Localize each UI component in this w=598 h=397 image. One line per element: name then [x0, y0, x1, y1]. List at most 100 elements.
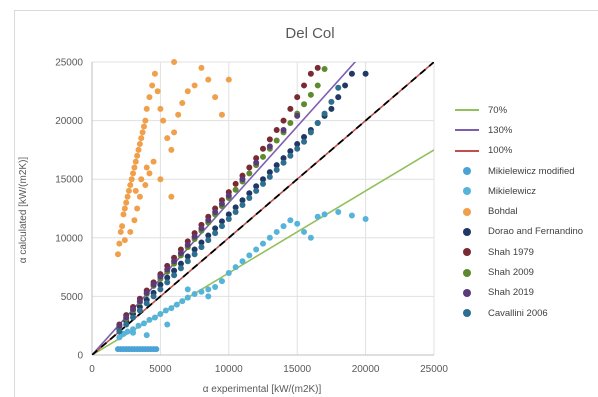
legend-item: Bohdal: [454, 201, 598, 221]
point-bohdal: [132, 187, 139, 194]
point-bohdal: [168, 146, 175, 153]
point-cavallini-2006: [225, 216, 232, 223]
y-tick-label: 25000: [55, 58, 83, 69]
point-shah-1979: [287, 105, 294, 112]
point-mikielewicz: [321, 211, 328, 218]
point-mikielewicz: [162, 307, 169, 314]
point-mikielewicz: [239, 258, 246, 265]
point-bohdal: [198, 64, 205, 71]
legend-marker-swatch: [454, 268, 480, 277]
legend-marker-swatch: [454, 309, 480, 318]
point-bohdal: [179, 100, 186, 107]
point-shah-2019: [280, 126, 287, 133]
x-tick-label: 5000: [149, 364, 172, 375]
legend-marker-swatch: [454, 167, 480, 176]
y-tick-label: 20000: [55, 116, 83, 127]
point-mikielewicz: [146, 316, 153, 323]
point-bohdal: [136, 193, 143, 200]
point-mikielewicz: [212, 284, 219, 291]
point-bohdal: [138, 135, 145, 142]
point-cavallini-2006: [177, 265, 184, 272]
point-mikielewicz: [280, 223, 287, 230]
y-tick-label: 5000: [61, 292, 84, 303]
legend-item: Shah 2019: [454, 283, 598, 303]
point-mikielewicz: [335, 209, 342, 216]
point-bohdal: [212, 94, 219, 101]
point-shah-2019: [150, 281, 157, 288]
point-dorao-and-fernandino: [362, 70, 369, 77]
point-mikielewicz: [287, 217, 294, 224]
point-mikielewicz: [130, 329, 137, 336]
point-mikielewicz: [191, 291, 198, 298]
point-mikielewicz: [348, 212, 355, 219]
legend-label: Shah 2009: [488, 267, 534, 279]
point-bohdal: [160, 117, 167, 124]
legend-label: Dorao and Fernandino: [488, 226, 584, 238]
point-dorao-and-fernandino: [177, 260, 184, 267]
point-shah-2019: [157, 273, 164, 280]
point-cavallini-2006: [143, 300, 150, 307]
point-mikielewicz: [205, 286, 212, 293]
point-cavallini-2006: [307, 129, 314, 136]
point-bohdal: [128, 176, 135, 183]
legend-label: 70%: [488, 104, 508, 116]
point-shah-1979: [266, 136, 273, 143]
point-bohdal: [150, 158, 157, 165]
point-bohdal: [191, 82, 198, 89]
data-points: [114, 59, 369, 353]
point-shah-2019: [266, 143, 273, 150]
point-bohdal: [134, 205, 141, 212]
point-bohdal: [136, 141, 143, 148]
point-mikielewicz: [184, 294, 191, 301]
point-bohdal: [120, 211, 127, 218]
point-cavallini-2006: [171, 272, 178, 279]
point-shah-2019: [171, 258, 178, 265]
point-mikielewicz: [205, 293, 212, 300]
point-bohdal: [134, 152, 141, 159]
point-shah-2009: [232, 186, 239, 193]
point-dorao-and-fernandino: [232, 204, 239, 211]
point-bohdal: [205, 76, 212, 83]
point-cavallini-2006: [218, 223, 225, 230]
chart-legend: 70% 130% 100% Mikielewicz modified Mikielewi…: [454, 100, 598, 323]
point-shah-1979: [280, 117, 287, 124]
legend-label: 100%: [488, 145, 513, 157]
legend-marker-swatch: [454, 187, 480, 196]
legend-item: 130%: [454, 120, 598, 140]
x-tick-label: 20000: [352, 364, 380, 375]
point-cavallini-2006: [123, 321, 130, 328]
legend-line-swatch: [454, 149, 480, 152]
point-mikielewicz: [116, 334, 123, 341]
point-mikielewicz: [314, 213, 321, 220]
point-bohdal: [121, 205, 128, 212]
legend-item: Shah 2009: [454, 262, 598, 282]
point-shah-1979: [314, 64, 321, 71]
legend-label: 130%: [488, 124, 513, 136]
point-bohdal: [138, 176, 145, 183]
point-mikielewicz: [266, 234, 273, 241]
point-shah-2019: [225, 192, 232, 199]
point-bohdal: [124, 193, 131, 200]
point-shah-1979: [307, 70, 314, 77]
point-cavallini-2006: [314, 119, 321, 126]
point-bohdal: [127, 228, 134, 235]
point-dorao-and-fernandino: [260, 176, 266, 183]
point-dorao-and-fernandino: [191, 246, 198, 253]
y-tick-label: 10000: [55, 233, 83, 244]
point-mikielewicz-modified: [153, 346, 160, 353]
y-tick-label: 0: [77, 351, 83, 362]
x-tick-label: 15000: [283, 364, 311, 375]
legend-label: Mikielewicz: [488, 185, 537, 197]
legend-item: Shah 1979: [454, 242, 598, 262]
point-cavallini-2006: [294, 145, 301, 152]
point-shah-2009: [321, 66, 328, 73]
point-shah-2019: [184, 241, 191, 248]
point-bohdal: [142, 182, 149, 189]
point-bohdal: [130, 170, 137, 177]
legend-marker-swatch: [454, 248, 480, 257]
legend-marker-swatch: [454, 207, 480, 216]
point-mikielewicz: [273, 228, 280, 235]
point-mikielewicz: [307, 234, 314, 241]
point-bohdal: [140, 123, 147, 130]
